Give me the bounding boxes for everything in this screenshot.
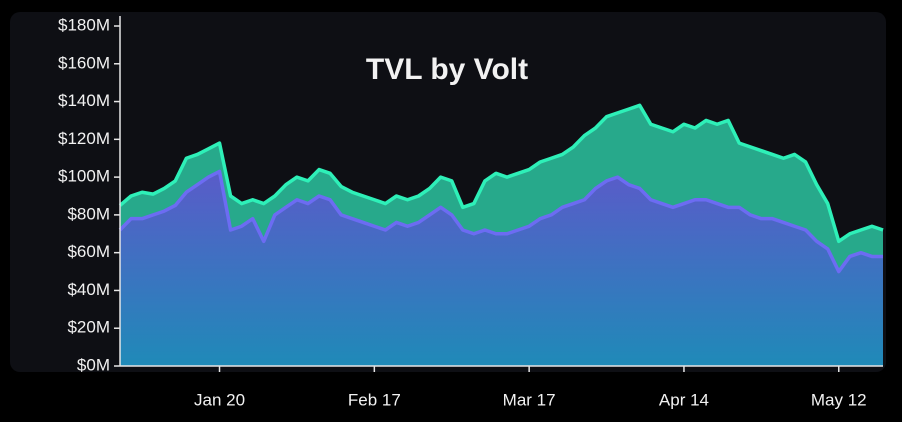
area xyxy=(120,171,883,366)
y-tick-label: $20M xyxy=(67,318,110,337)
x-tick-label: Jan 20 xyxy=(194,390,245,409)
y-tick-label: $160M xyxy=(58,53,110,72)
x-tick-label: Feb 17 xyxy=(348,390,401,409)
x-tick-label: Apr 14 xyxy=(659,390,709,409)
y-tick-label: $140M xyxy=(58,91,110,110)
y-tick-label: $60M xyxy=(67,242,110,261)
x-tick-label: May 12 xyxy=(811,390,867,409)
y-tick-label: $0M xyxy=(77,355,110,374)
y-tick-label: $180M xyxy=(58,15,110,34)
y-tick-label: $80M xyxy=(67,204,110,223)
y-tick-label: $100M xyxy=(58,167,110,186)
chart-title: TVL by Volt xyxy=(366,53,528,86)
line xyxy=(118,169,883,274)
line xyxy=(118,103,884,244)
y-tick-label: $120M xyxy=(58,129,110,148)
x-tick-label: Mar 17 xyxy=(503,390,556,409)
y-tick-label: $40M xyxy=(67,280,110,299)
area xyxy=(120,105,883,272)
